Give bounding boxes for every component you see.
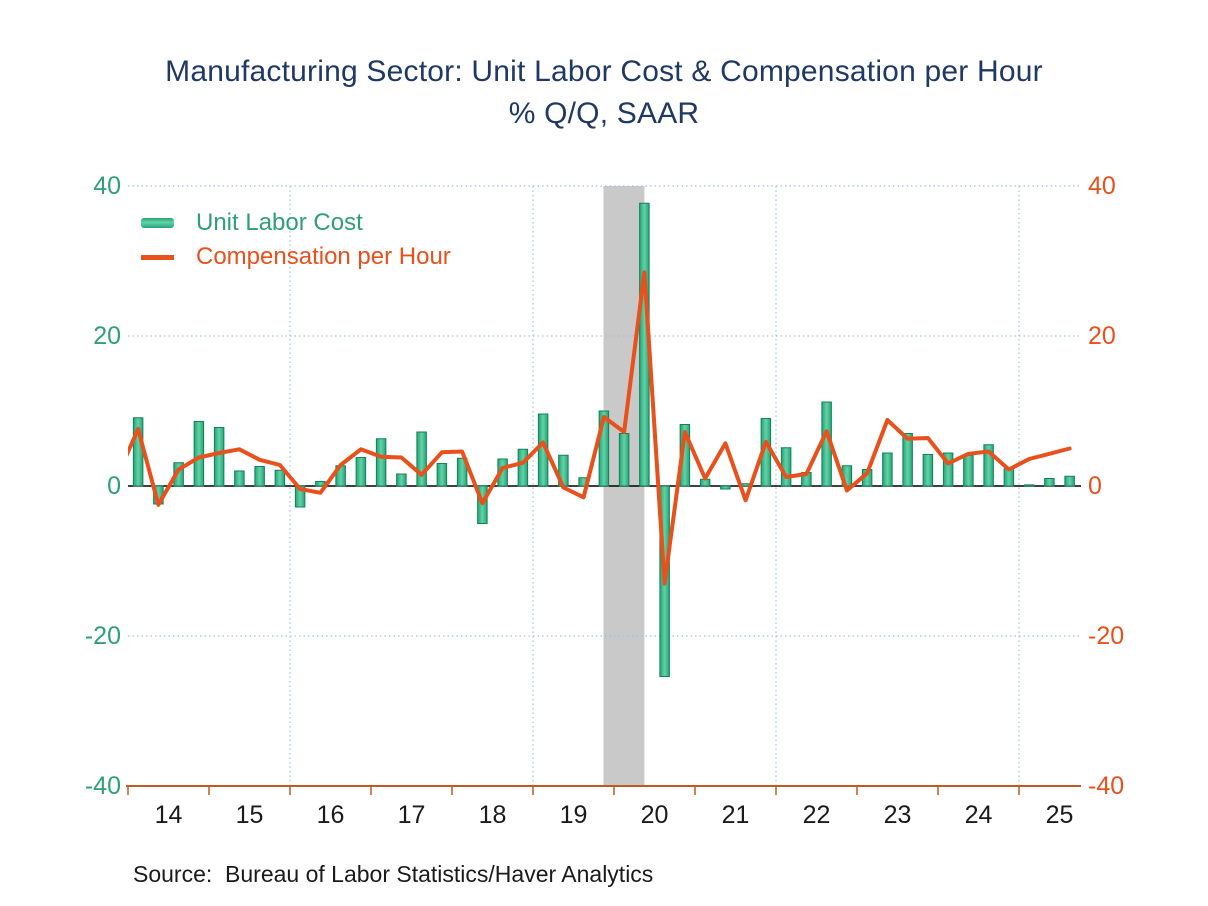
x-axis-label-23: 23 [884, 801, 912, 829]
y-axis-right-label: -40 [1088, 772, 1124, 800]
bar-2025Q1 [1023, 484, 1035, 487]
x-axis-label-15: 15 [236, 801, 264, 829]
y-axis-right-label: 20 [1088, 322, 1116, 350]
chart-title-line-2: % Q/Q, SAAR [508, 97, 700, 130]
bar-2015Q2 [234, 470, 245, 487]
x-axis-label-18: 18 [479, 801, 507, 829]
bar-2022Q1 [780, 447, 792, 487]
bar-2017Q2 [396, 473, 407, 487]
bar-2015Q1 [213, 427, 225, 487]
x-axis-label-22: 22 [803, 801, 831, 829]
source-attribution: Source: Bureau of Labor Statistics/Haver… [133, 861, 654, 887]
x-axis-label-17: 17 [398, 801, 426, 829]
bar-2025Q3 [1064, 475, 1075, 487]
y-axis-left-label: -20 [85, 622, 121, 650]
bar-swatch-icon [141, 218, 174, 228]
chart-title-line-1: Manufacturing Sector: Unit Labor Cost & … [165, 55, 1043, 88]
bar-2024Q2 [963, 454, 974, 487]
y-axis-right-label: 0 [1088, 472, 1102, 500]
x-axis-label-16: 16 [317, 801, 345, 829]
legend-label: Unit Labor Cost [196, 209, 363, 236]
y-axis-right-label: 40 [1088, 172, 1116, 200]
bar-2017Q3 [416, 431, 427, 487]
bar-2018Q1 [456, 457, 468, 487]
legend-label: Compensation per Hour [196, 243, 451, 270]
bar-2023Q4 [922, 454, 934, 487]
bar-2017Q4 [436, 463, 448, 487]
bar-2015Q4 [274, 469, 286, 487]
compensation-per-hour-line [128, 270, 1072, 586]
bar-2019Q4 [598, 410, 610, 487]
bar-2015Q3 [254, 466, 265, 487]
bar-2017Q1 [375, 438, 387, 487]
x-axis-label-24: 24 [965, 801, 993, 829]
x-axis-label-21: 21 [722, 801, 750, 829]
bar-2024Q1 [942, 452, 954, 487]
bar-2020Q1 [618, 433, 630, 487]
bar-2021Q2 [720, 485, 731, 490]
y-axis-left-label: 40 [93, 172, 121, 200]
y-axis-left-label: 0 [107, 472, 121, 500]
bar-2014Q4 [193, 421, 205, 487]
x-axis-label-20: 20 [641, 801, 669, 829]
y-axis-right-label: -20 [1088, 622, 1124, 650]
y-axis-left-label: -40 [85, 772, 121, 800]
chart-legend: Unit Labor Cost Compensation per Hour [141, 206, 451, 274]
x-axis-label-14: 14 [155, 801, 183, 829]
bar-2016Q4 [355, 457, 367, 487]
bar-2023Q2 [882, 452, 893, 487]
x-axis-label-25: 25 [1046, 801, 1074, 829]
legend-item-unit-labor-cost: Unit Labor Cost [141, 206, 451, 240]
bar-2024Q3 [983, 444, 994, 487]
y-axis-left-label: 20 [93, 322, 121, 350]
bar-2018Q4 [517, 448, 529, 487]
bar-2023Q3 [902, 433, 913, 487]
x-axis-label-19: 19 [560, 801, 588, 829]
line-swatch-icon [141, 254, 174, 260]
legend-item-compensation-per-hour: Compensation per Hour [141, 240, 451, 274]
bar-2025Q2 [1044, 478, 1055, 487]
